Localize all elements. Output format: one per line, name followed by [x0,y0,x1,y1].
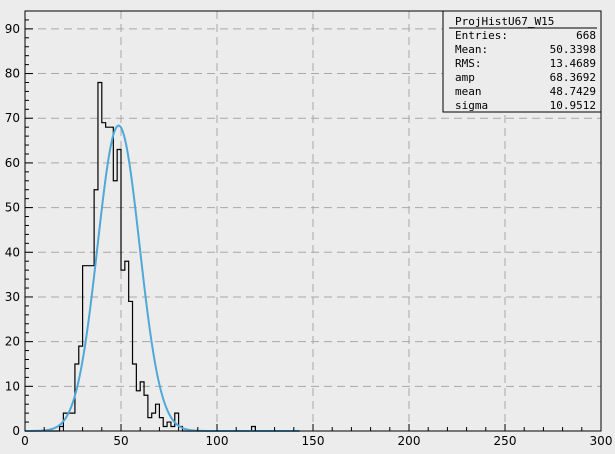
x-tick-label: 0 [21,434,29,448]
x-tick-label: 200 [398,434,421,448]
histogram-bin [86,266,90,431]
histogram-bin [121,270,125,431]
x-tick-label: 300 [590,434,613,448]
stats-rms-value: 13.4689 [550,57,596,70]
stats-amp-value: 68.3692 [550,71,596,84]
stats-mean-label: Mean: [455,43,488,56]
stats-box: ProjHistU67_W15 Entries: 668 Mean: 50.33… [442,10,602,113]
stats-fit-mean-value: 48.7429 [550,85,596,98]
histogram-bin [113,181,117,431]
y-tick-label: 40 [5,245,20,259]
y-tick-label: 90 [5,22,20,36]
histogram-bin [163,427,167,431]
x-tick-label: 100 [206,434,229,448]
histogram-bin [148,418,152,431]
stats-entries-label: Entries: [455,29,508,42]
histogram-bin [136,391,140,431]
x-axis: 0 50 100 150 200 250 300 [21,424,612,448]
histogram-bin [171,427,175,431]
y-tick-label: 50 [5,201,20,215]
x-tick-label: 250 [494,434,517,448]
y-tick-label: 70 [5,111,20,125]
histogram-bin [71,413,75,431]
x-tick-label: 150 [302,434,325,448]
y-tick-label: 0 [12,424,20,438]
stats-amp-label: amp [455,71,475,84]
histogram-bin [102,123,106,431]
y-tick-label: 20 [5,335,20,349]
stats-sigma-label: sigma [455,99,488,112]
stats-mean-value: 50.3398 [550,43,596,56]
stats-entries-value: 668 [576,29,596,42]
stats-sigma-value: 10.9512 [550,99,596,112]
y-tick-label: 30 [5,290,20,304]
y-tick-label: 80 [5,67,20,81]
stats-box-title: ProjHistU67_W15 [455,15,554,28]
stats-fit-mean-label: mean [455,85,482,98]
y-tick-label: 60 [5,156,20,170]
x-tick-label: 50 [113,434,128,448]
y-axis: 0 10 20 30 40 50 60 70 80 90 [5,19,33,438]
stats-rms-label: RMS: [455,57,482,70]
y-tick-label: 10 [5,379,20,393]
